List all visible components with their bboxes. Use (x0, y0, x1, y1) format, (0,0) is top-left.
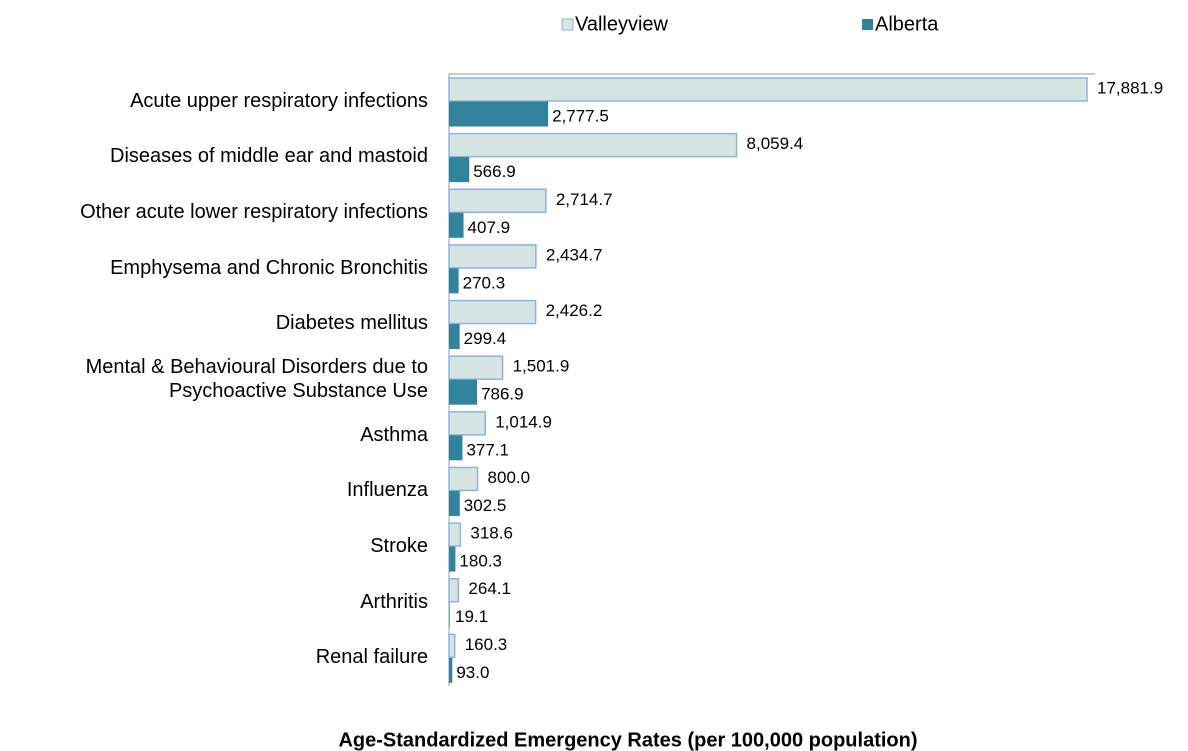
category-label: Asthma (360, 423, 428, 446)
chart-title: Age-Standardized Emergency Rates (per 10… (338, 729, 917, 751)
value-label: 377.1 (466, 440, 509, 459)
value-label: 270.3 (463, 273, 506, 292)
bar (449, 435, 463, 461)
bar (449, 379, 478, 405)
category-label: Renal failure (315, 646, 428, 669)
value-label: 786.9 (481, 385, 524, 404)
bar (448, 633, 456, 659)
bar (449, 212, 464, 238)
value-label: 8,059.4 (747, 134, 804, 153)
bar (449, 157, 470, 183)
legend-swatch (561, 18, 574, 31)
bar (448, 299, 537, 325)
category-label: Emphysema and Chronic Bronchitis (110, 256, 428, 279)
category-label: Influenza (346, 479, 428, 502)
category-label: Other acute lower respiratory infections (80, 201, 428, 224)
category-label: Diabetes mellitus (275, 312, 428, 335)
bar (449, 546, 456, 572)
legend-swatch (862, 19, 873, 30)
category-label: Arthritis (360, 590, 428, 613)
bar (448, 132, 738, 158)
bar (448, 355, 504, 380)
bar (449, 602, 450, 628)
bar (449, 324, 460, 350)
bar (448, 466, 479, 492)
value-label: 93.0 (456, 663, 489, 682)
legend-label: Valleyview (575, 13, 669, 35)
value-label: 2,714.7 (556, 190, 613, 209)
value-label: 800.0 (488, 468, 531, 487)
category-label: Mental & Behavioural Disorders due to Ps… (85, 356, 428, 402)
value-label: 17,881.9 (1097, 78, 1163, 97)
bar (448, 188, 547, 214)
bar (449, 490, 460, 516)
value-label: 1,501.9 (513, 357, 570, 376)
value-label: 407.9 (468, 218, 511, 237)
value-label: 2,777.5 (552, 106, 609, 125)
bar (448, 77, 1088, 102)
value-label: 160.3 (465, 635, 508, 654)
bar (448, 411, 486, 436)
value-label: 299.4 (464, 329, 507, 348)
category-label: Stroke (370, 534, 428, 557)
bar (448, 244, 537, 269)
category-label: Acute upper respiratory infections (130, 89, 428, 112)
bar (449, 268, 459, 294)
category-label: Diseases of middle ear and mastoid (110, 145, 428, 168)
value-label: 2,426.2 (546, 301, 603, 320)
value-label: 318.6 (470, 524, 513, 543)
value-label: 566.9 (473, 162, 516, 181)
value-label: 264.1 (468, 579, 511, 598)
value-label: 2,434.7 (546, 245, 603, 264)
legend-label: Alberta (875, 13, 939, 35)
value-label: 19.1 (455, 607, 488, 626)
value-label: 180.3 (459, 552, 502, 571)
value-label: 1,014.9 (495, 412, 552, 431)
bar (449, 657, 453, 683)
bar (449, 101, 549, 127)
bar (448, 522, 462, 547)
bar (448, 577, 460, 603)
value-label: 302.5 (464, 496, 507, 515)
